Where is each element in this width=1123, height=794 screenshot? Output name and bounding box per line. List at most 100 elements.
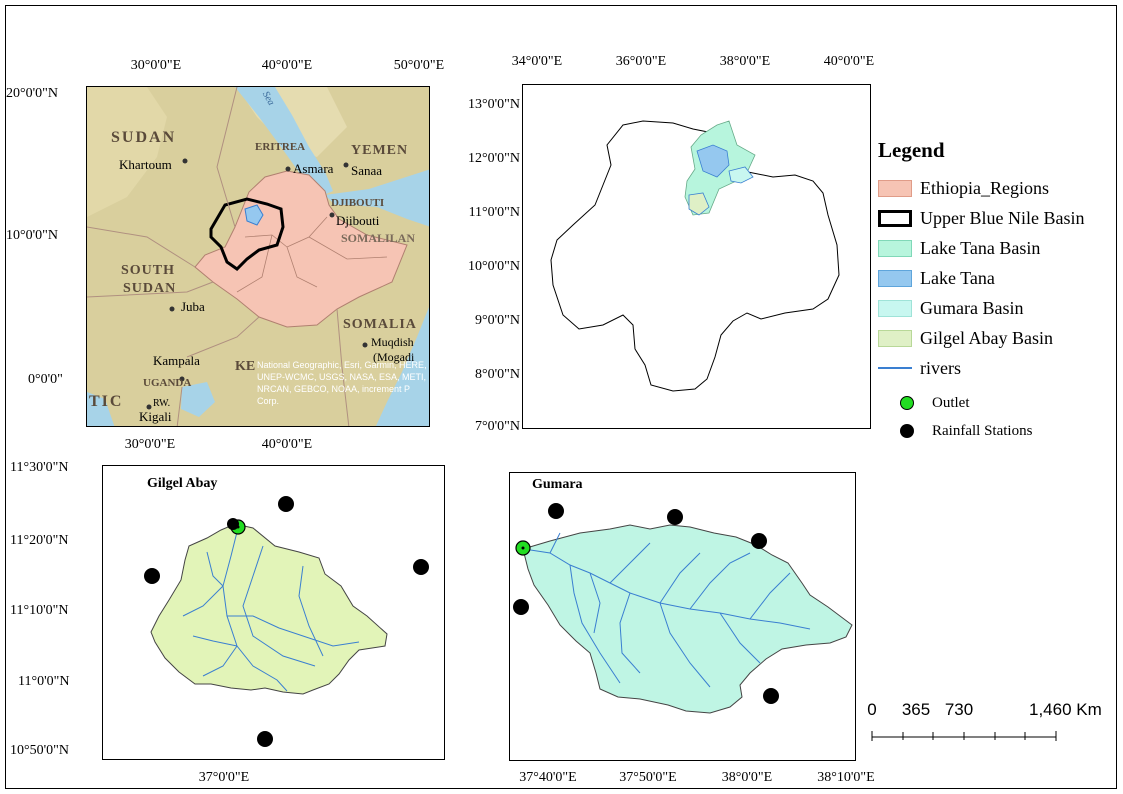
basin-left-tick: 10°0'0"N (468, 259, 520, 274)
city-dot (329, 212, 335, 218)
gumara-bottom-tick: 38°10'0"E (817, 770, 875, 785)
legend-label: Gumara Basin (920, 297, 1024, 318)
rainfall-station (257, 731, 273, 747)
rainfall-station (227, 518, 239, 530)
swatch (878, 329, 912, 347)
basemap-credit: National Geographic, Esri, Garmin, HERE,… (257, 360, 427, 406)
desert-area (87, 87, 167, 217)
legend-item: Outlet (878, 389, 1084, 417)
place-label: Juba (181, 299, 205, 314)
outlet-center (521, 546, 525, 550)
outlet-symbol (900, 396, 914, 410)
swatch (878, 239, 912, 257)
place-label: Kigali (139, 409, 172, 424)
inset-top-tick: 30°0'0"E (130, 58, 182, 73)
rainfall-station (763, 688, 779, 704)
place-label: Djibouti (336, 213, 380, 228)
legend-item: Rainfall Stations (878, 417, 1084, 445)
rainfall-station (667, 509, 683, 525)
gilgel-left-tick: 11°20'0"N (10, 533, 69, 548)
place-label: SOUTH (121, 263, 176, 278)
basin-left-tick: 13°0'0"N (468, 97, 520, 112)
gilgel-rivers (182, 527, 360, 692)
place-label: ERITREA (255, 141, 306, 153)
place-label: SOMALILAN (341, 231, 416, 245)
inset-location-map: SUDAN Khartoum ERITREA Asmara YEMEN Sana… (86, 86, 430, 427)
place-label: SUDAN (111, 129, 177, 146)
gilgel-title: Gilgel Abay (147, 476, 218, 491)
basin-left-tick: 11°0'0"N (468, 205, 520, 220)
inset-left-tick: 20°0'0"N (6, 86, 58, 101)
legend-item: Ethiopia_Regions (878, 173, 1084, 203)
basin-top-tick: 36°0'0"E (615, 54, 667, 69)
basin-left-tick: 12°0'0"N (468, 151, 520, 166)
legend: Legend Ethiopia_Regions Upper Blue Nile … (878, 138, 1084, 445)
rainfall-station (513, 599, 529, 615)
place-label: DJIBOUTI (331, 197, 385, 209)
upper-blue-nile-basin-outline (209, 197, 285, 271)
inset-map-svg (87, 87, 429, 426)
scale-label: 1,460 Km (1029, 700, 1102, 719)
inset-top-tick: 50°0'0"E (393, 58, 445, 73)
legend-label: Lake Tana (920, 267, 995, 288)
gumara-bottom-tick: 38°0'0"E (721, 770, 773, 785)
rainfall-station (548, 503, 564, 519)
place-label: Khartoum (119, 157, 172, 172)
gilgel-left-tick: 11°30'0"N (10, 460, 69, 475)
inset-bottom-tick: 40°0'0"E (261, 437, 313, 452)
rainfall-station (413, 559, 429, 575)
gilgel-left-tick: 11°10'0"N (10, 603, 69, 618)
legend-label: Lake Tana Basin (920, 237, 1041, 258)
gilgel-left-tick: 10°50'0"N (10, 743, 69, 758)
legend-title: Legend (878, 138, 945, 162)
gumara-basin-shape (728, 166, 754, 184)
city-dot (169, 306, 175, 312)
basin-left-tick: 8°0'0"N (475, 367, 520, 382)
legend-item: Gumara Basin (878, 293, 1084, 323)
region-boundaries (236, 216, 388, 293)
gumara-map: Gumara (509, 472, 856, 761)
city-dot (182, 158, 188, 164)
place-label: UGANDA (143, 377, 192, 389)
legend-label: Ethiopia_Regions (920, 177, 1049, 198)
lake-victoria (181, 382, 215, 417)
lake-tana-inset (244, 204, 264, 226)
legend-item: Upper Blue Nile Basin (878, 203, 1084, 233)
gulf-of-aden (325, 169, 429, 227)
place-label: (Mogadi (373, 350, 415, 364)
legend-item: Lake Tana (878, 263, 1084, 293)
place-label: RW. (153, 398, 171, 409)
scale-label: 0 (867, 700, 877, 719)
legend-item: Gilgel Abay Basin (878, 323, 1084, 353)
swatch (878, 299, 912, 317)
basin-map-svg (550, 120, 840, 392)
gilgel-map-svg (144, 496, 429, 747)
gumara-title: Gumara (532, 477, 583, 492)
gilgel-abay-map: Gilgel Abay (102, 465, 445, 760)
gilgel-abay-basin-shape (688, 192, 710, 216)
gilgel-left-tick: 11°0'0"N (18, 674, 70, 689)
inset-top-tick: 40°0'0"E (261, 58, 313, 73)
inset-left-tick: 10°0'0"N (6, 228, 58, 243)
indian-ocean (375, 307, 429, 426)
upper-blue-nile-map (522, 84, 871, 429)
legend-item: Lake Tana Basin (878, 233, 1084, 263)
basin-left-tick: 9°0'0"N (475, 313, 520, 328)
swatch (878, 179, 912, 197)
basin-top-tick: 38°0'0"E (719, 54, 771, 69)
place-label: Kampala (153, 353, 200, 368)
basin-top-tick: 40°0'0"E (823, 54, 875, 69)
place-label: TIC (89, 393, 124, 410)
inset-left-tick: 0°0'0" (28, 372, 63, 387)
rainfall-station (278, 496, 294, 512)
inset-bottom-tick: 30°0'0"E (124, 437, 176, 452)
place-label: SUDAN (123, 281, 177, 296)
legend-label: Gilgel Abay Basin (920, 327, 1053, 348)
scale-bar-line (871, 731, 1057, 741)
place-label: Asmara (293, 161, 334, 176)
gumara-basin (522, 524, 853, 714)
atlantic (87, 392, 115, 426)
basin-top-tick: 34°0'0"E (511, 54, 563, 69)
basin-left-tick: 7°0'0"N (475, 419, 520, 434)
rainfall-station (751, 533, 767, 549)
